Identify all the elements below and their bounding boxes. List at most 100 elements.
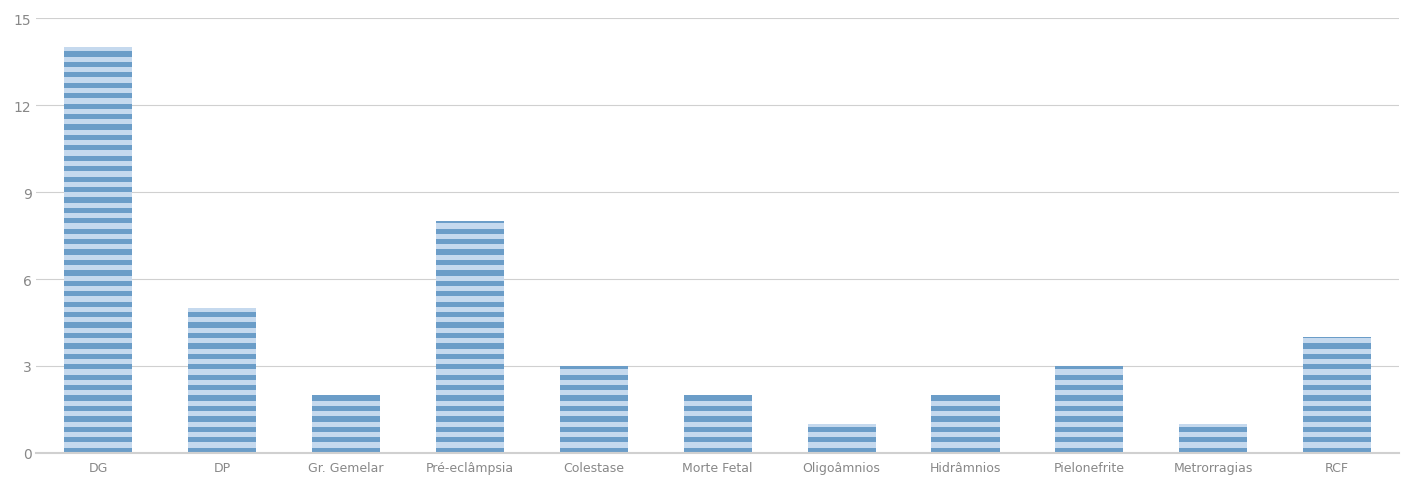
- Bar: [435, 271, 504, 276]
- Bar: [435, 427, 504, 432]
- Bar: [684, 427, 752, 432]
- Bar: [64, 214, 133, 219]
- Bar: [64, 261, 133, 265]
- Bar: [64, 390, 133, 396]
- Bar: [435, 432, 504, 437]
- Bar: [1303, 437, 1371, 443]
- Bar: [64, 156, 133, 162]
- Bar: [1180, 427, 1248, 432]
- Bar: [435, 229, 504, 234]
- Bar: [64, 136, 133, 141]
- Bar: [64, 183, 133, 187]
- Bar: [435, 385, 504, 390]
- Bar: [560, 427, 627, 432]
- Bar: [435, 443, 504, 447]
- Bar: [931, 396, 999, 401]
- Bar: [64, 234, 133, 240]
- Bar: [312, 447, 380, 453]
- Bar: [64, 89, 133, 94]
- Bar: [188, 380, 256, 385]
- Bar: [64, 323, 133, 328]
- Bar: [435, 411, 504, 416]
- Bar: [312, 437, 380, 443]
- Bar: [435, 307, 504, 312]
- Bar: [1056, 390, 1123, 396]
- Bar: [64, 104, 133, 109]
- Bar: [188, 349, 256, 354]
- Bar: [1303, 422, 1371, 427]
- Bar: [435, 365, 504, 369]
- Bar: [188, 344, 256, 349]
- Bar: [1056, 369, 1123, 375]
- Bar: [64, 146, 133, 151]
- Bar: [560, 406, 627, 411]
- Bar: [64, 375, 133, 380]
- Bar: [931, 406, 999, 411]
- Bar: [64, 162, 133, 167]
- Bar: [435, 245, 504, 250]
- Bar: [1303, 427, 1371, 432]
- Bar: [1180, 437, 1248, 443]
- Bar: [435, 250, 504, 255]
- Bar: [560, 447, 627, 453]
- Bar: [684, 416, 752, 422]
- Bar: [560, 432, 627, 437]
- Bar: [435, 333, 504, 338]
- Bar: [312, 416, 380, 422]
- Bar: [64, 333, 133, 338]
- Bar: [435, 344, 504, 349]
- Bar: [931, 437, 999, 443]
- Bar: [64, 411, 133, 416]
- Bar: [808, 424, 876, 427]
- Bar: [64, 193, 133, 198]
- Bar: [931, 416, 999, 422]
- Bar: [1056, 447, 1123, 453]
- Bar: [188, 328, 256, 333]
- Bar: [435, 338, 504, 344]
- Bar: [435, 396, 504, 401]
- Bar: [560, 369, 627, 375]
- Bar: [64, 385, 133, 390]
- Bar: [1303, 349, 1371, 354]
- Bar: [188, 338, 256, 344]
- Bar: [684, 401, 752, 406]
- Bar: [64, 250, 133, 255]
- Bar: [64, 328, 133, 333]
- Bar: [312, 396, 380, 401]
- Bar: [188, 312, 256, 318]
- Bar: [560, 380, 627, 385]
- Bar: [684, 422, 752, 427]
- Bar: [64, 125, 133, 130]
- Bar: [64, 187, 133, 193]
- Bar: [684, 406, 752, 411]
- Bar: [435, 390, 504, 396]
- Bar: [64, 271, 133, 276]
- Bar: [808, 447, 876, 453]
- Bar: [188, 437, 256, 443]
- Bar: [560, 401, 627, 406]
- Bar: [808, 432, 876, 437]
- Bar: [1056, 375, 1123, 380]
- Bar: [1303, 396, 1371, 401]
- Bar: [560, 422, 627, 427]
- Bar: [64, 255, 133, 261]
- Bar: [64, 427, 133, 432]
- Bar: [188, 390, 256, 396]
- Bar: [188, 443, 256, 447]
- Bar: [808, 443, 876, 447]
- Bar: [435, 297, 504, 302]
- Bar: [1303, 375, 1371, 380]
- Bar: [64, 401, 133, 406]
- Bar: [931, 411, 999, 416]
- Bar: [435, 401, 504, 406]
- Bar: [560, 385, 627, 390]
- Bar: [684, 411, 752, 416]
- Bar: [64, 369, 133, 375]
- Bar: [64, 380, 133, 385]
- Bar: [1056, 432, 1123, 437]
- Bar: [435, 240, 504, 245]
- Bar: [64, 416, 133, 422]
- Bar: [1303, 416, 1371, 422]
- Bar: [808, 427, 876, 432]
- Bar: [560, 396, 627, 401]
